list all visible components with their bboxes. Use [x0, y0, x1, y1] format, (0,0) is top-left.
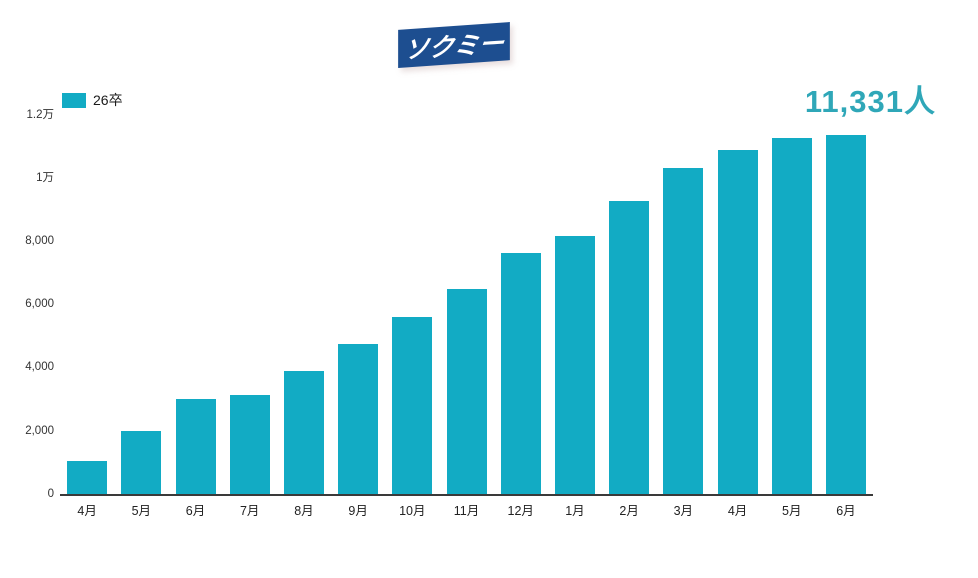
- legend-swatch: [62, 92, 86, 108]
- y-tick-label: 1.2万: [26, 109, 55, 121]
- bar-11月-7: [446, 289, 487, 494]
- bar-4月-12: [717, 150, 758, 494]
- x-tick-label: 3月: [673, 504, 694, 518]
- bar-slot: [60, 114, 114, 494]
- x-tick-label: 7月: [239, 504, 260, 518]
- bar-slot: [656, 114, 710, 494]
- x-tick-label: 4月: [77, 504, 97, 518]
- y-axis-tick-labels: 0 2,000 4,000 6,000 8,000 1万 1.2万: [0, 109, 54, 500]
- y-tick-label: 4,000: [25, 361, 54, 374]
- bar-slot: [114, 114, 168, 494]
- logo-text: ソクミー: [402, 29, 506, 65]
- bar-5月-1: [121, 431, 162, 494]
- bar-9月-5: [338, 344, 379, 494]
- bar-3月-11: [663, 168, 704, 494]
- bar-4月-0: [67, 461, 108, 494]
- legend: 26卒: [62, 90, 123, 110]
- bar-slot: [277, 114, 331, 494]
- bar-slot: [385, 114, 439, 494]
- legend-label: 26卒: [93, 92, 123, 108]
- y-tick-label: 1万: [36, 172, 54, 185]
- x-tick-label: 5月: [782, 504, 802, 518]
- bar-slot: [548, 114, 602, 494]
- bar-slot: [439, 114, 493, 494]
- bar-7月-3: [229, 395, 270, 494]
- x-tick-label: 6月: [185, 504, 206, 518]
- y-tick-label: 6,000: [25, 298, 54, 310]
- bar-8月-4: [283, 371, 324, 494]
- x-tick-label: 11月: [453, 504, 480, 518]
- x-tick-label: 8月: [294, 504, 314, 518]
- x-tick-label: 12月: [507, 504, 534, 518]
- y-tick-label: 0: [47, 488, 54, 500]
- x-tick-label: 5月: [131, 504, 152, 518]
- y-tick-label: 8,000: [25, 234, 54, 247]
- bar-slot: [494, 114, 548, 494]
- bar-6月-2: [175, 399, 216, 494]
- x-axis-tick-labels: 4月 5月 6月 7月 8月 9月 10月 11月 12月 1月 2月 3月 4月 5月 6月: [60, 500, 873, 519]
- x-tick-label: 1月: [565, 504, 585, 518]
- bar-1月-9: [554, 236, 595, 494]
- bar-10月-6: [392, 317, 433, 494]
- y-tick-label: 2,000: [25, 424, 54, 437]
- x-tick-label: 9月: [348, 504, 368, 518]
- bar-6月-14: [825, 135, 866, 494]
- x-tick-label: 2月: [619, 504, 639, 518]
- bar-slot: [223, 114, 277, 494]
- bar-slot: [331, 114, 385, 494]
- bar-slot: [819, 114, 873, 494]
- bar-slot: [710, 114, 764, 494]
- bar-slot: [765, 114, 819, 494]
- bar-series: [60, 114, 873, 494]
- plot-area: [60, 114, 873, 496]
- bar-slot: [602, 114, 656, 494]
- bar-12月-8: [500, 253, 541, 494]
- bar-2月-10: [609, 201, 650, 494]
- x-tick-label: 4月: [727, 504, 748, 518]
- x-tick-label: 10月: [399, 504, 426, 518]
- total-count-annotation: 11,331人: [804, 84, 936, 119]
- logo: ソクミー: [398, 22, 510, 68]
- bar-slot: [168, 114, 222, 494]
- bar-5月-13: [771, 138, 812, 494]
- x-tick-label: 6月: [836, 504, 856, 518]
